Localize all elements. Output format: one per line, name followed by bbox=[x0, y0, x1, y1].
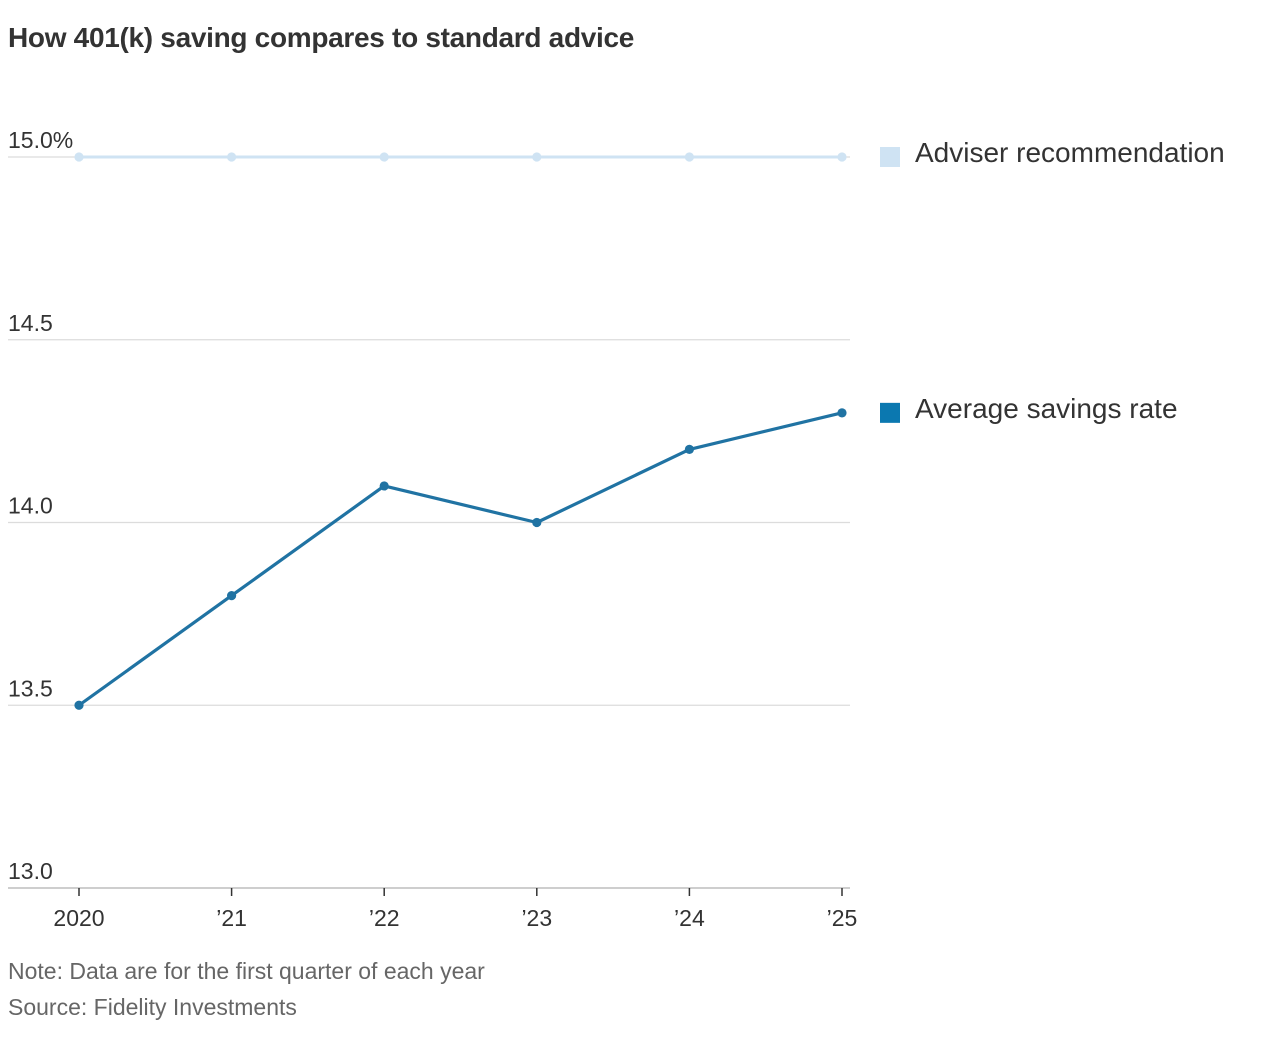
data-point bbox=[379, 481, 389, 491]
legend-item: Adviser recommendation bbox=[880, 137, 1225, 168]
y-tick-label: 13.5 bbox=[8, 675, 53, 701]
data-point bbox=[74, 700, 84, 710]
x-tick-label: ’23 bbox=[521, 905, 552, 931]
legend-label: Adviser recommendation bbox=[915, 137, 1225, 168]
legend: Adviser recommendation Average savings ra… bbox=[880, 137, 1225, 424]
gridlines bbox=[8, 156, 850, 889]
data-point bbox=[227, 591, 237, 601]
data-point bbox=[532, 517, 542, 528]
chart-source: Source: Fidelity Investments bbox=[8, 994, 297, 1020]
data-point bbox=[227, 152, 237, 162]
legend-swatch bbox=[880, 402, 900, 423]
data-point bbox=[532, 152, 542, 162]
legend-swatch bbox=[880, 147, 900, 167]
y-tick-label: 15.0% bbox=[8, 127, 73, 153]
series-1 bbox=[74, 408, 847, 710]
y-tick-label: 14.5 bbox=[8, 310, 53, 336]
x-tick-label: ’22 bbox=[369, 905, 400, 931]
x-tick-label: ’21 bbox=[216, 905, 247, 931]
series-0 bbox=[74, 152, 847, 162]
series-lines bbox=[74, 152, 847, 710]
y-axis-labels: 13.0 13.5 14.0 14.5 15.0% bbox=[8, 127, 73, 884]
chart-title: How 401(k) saving compares to standard a… bbox=[8, 22, 635, 53]
x-axis: 2020 ’21 ’22 ’23 ’24 ’25 bbox=[53, 888, 857, 931]
series-line bbox=[78, 411, 843, 707]
y-tick-label: 13.0 bbox=[8, 858, 53, 884]
data-point bbox=[684, 444, 695, 454]
data-point bbox=[837, 408, 847, 418]
chart-note: Note: Data are for the first quarter of … bbox=[8, 958, 485, 984]
data-point bbox=[837, 152, 847, 162]
legend-item: Average savings rate bbox=[880, 393, 1178, 424]
x-tick-label: ’24 bbox=[674, 905, 705, 931]
y-tick-label: 14.0 bbox=[8, 493, 53, 519]
x-tick-label: 2020 bbox=[53, 905, 104, 931]
data-point bbox=[74, 152, 84, 162]
legend-label: Average savings rate bbox=[915, 393, 1178, 424]
data-point bbox=[379, 152, 389, 162]
data-point bbox=[684, 152, 695, 162]
x-tick-label: ’25 bbox=[827, 905, 858, 931]
